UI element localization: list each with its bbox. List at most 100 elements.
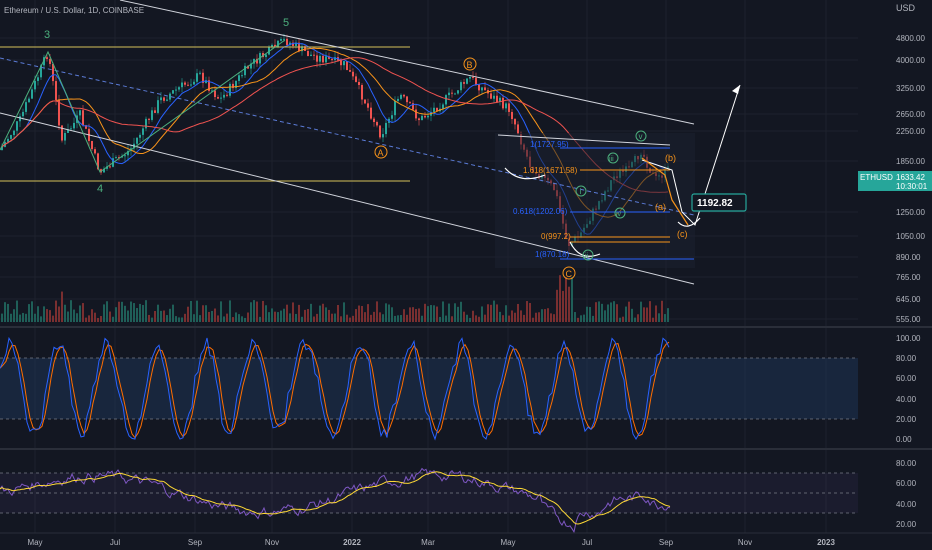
volume-bar — [439, 316, 441, 322]
candle-body — [172, 90, 174, 94]
volume-bar — [589, 307, 591, 322]
volume-bar — [121, 301, 123, 322]
candle-body — [238, 75, 240, 81]
volume-bar — [259, 316, 261, 322]
volume-bar — [568, 286, 570, 322]
volume-bar — [481, 306, 483, 322]
volume-bar — [496, 304, 498, 322]
volume-bar — [166, 315, 168, 322]
volume-bar — [532, 317, 534, 322]
target-arc — [677, 217, 701, 227]
candle-body — [85, 125, 87, 129]
volume-bar — [76, 313, 78, 322]
volume-bar — [154, 310, 156, 322]
volume-bar — [628, 301, 630, 322]
candle-body — [292, 42, 294, 46]
candle-body — [442, 104, 444, 109]
wave-i-label: i — [580, 187, 582, 196]
impulse-zigzag — [0, 39, 286, 173]
candle-body — [193, 81, 195, 85]
candle-body — [481, 87, 483, 91]
volume-bar — [610, 302, 612, 322]
candle-body — [469, 76, 471, 79]
volume-bar — [370, 314, 372, 322]
price-axis-ticks[interactable]: 4800.00 4000.00 3250.00 2650.00 2250.00 1850.… — [896, 34, 925, 324]
candle-body — [397, 98, 399, 101]
candle-body — [460, 82, 462, 91]
abc-correction-path — [641, 157, 689, 226]
price-tick-label: 2250.00 — [896, 127, 925, 136]
candle-body — [466, 78, 468, 84]
volume-bar — [646, 307, 648, 322]
volume-bar — [91, 309, 93, 322]
wave-C-label: C — [566, 269, 573, 279]
volume-bar — [442, 301, 444, 322]
stoch-tick-label: 40.00 — [896, 395, 917, 404]
volume-bar — [220, 301, 222, 322]
price-tick-label: 3250.00 — [896, 84, 925, 93]
candle-body — [511, 111, 513, 120]
time-tick-label: 2022 — [343, 538, 361, 547]
volume-bar — [73, 309, 75, 322]
volume-bar — [217, 315, 219, 322]
fib-2-label: 1(870.18) — [535, 250, 570, 259]
candle-body — [271, 44, 273, 47]
candle-body — [166, 99, 168, 101]
volume-bar — [151, 317, 153, 322]
volume-bar — [106, 301, 108, 322]
volume-bar — [490, 304, 492, 322]
candle-body — [175, 89, 177, 91]
candle-body — [352, 71, 354, 77]
volume-bar — [49, 310, 51, 322]
volume-bar — [256, 301, 258, 322]
candle-body — [244, 65, 246, 76]
price-axis-bg — [858, 0, 932, 330]
candle-body — [463, 82, 465, 84]
volume-bar — [652, 317, 654, 322]
price-tick-label: 1850.00 — [896, 157, 925, 166]
time-tick-label: May — [27, 538, 42, 547]
candle-body — [316, 55, 318, 62]
volume-bar — [295, 313, 297, 322]
stoch-tick-label: 80.00 — [896, 354, 917, 363]
volume-bar — [157, 304, 159, 322]
candle-body — [160, 97, 162, 101]
rsi-tick-label: 60.00 — [896, 479, 917, 488]
candle-body — [115, 157, 117, 159]
volume-bar — [382, 314, 384, 322]
volume-bar — [40, 316, 42, 322]
candle-body — [1, 146, 3, 150]
volume-bar — [355, 309, 357, 322]
volume-bar — [61, 291, 63, 322]
fib-0-label: 0(997.2) — [541, 232, 571, 241]
volume-bar — [565, 277, 567, 322]
volume-bar — [364, 312, 366, 322]
volume-bar — [667, 308, 669, 322]
volume-bar — [457, 306, 459, 322]
volume-bar — [502, 315, 504, 322]
wave-A-circle — [374, 145, 388, 159]
volume-bar — [388, 304, 390, 322]
time-tick-label: Jul — [110, 538, 120, 547]
volume-bar — [604, 310, 606, 322]
fib-0618-label: 0.618(1202.06) — [513, 207, 568, 216]
price-tick-label: 1050.00 — [896, 232, 925, 241]
candle-body — [169, 93, 171, 100]
volume-bar — [34, 313, 36, 322]
time-axis[interactable]: May Jul Sep Nov 2022 Mar May Jul Sep Nov 2023 — [27, 538, 835, 547]
candle-body — [55, 81, 57, 100]
candle-body — [454, 93, 456, 95]
volume-bar — [454, 303, 456, 322]
candle-body — [457, 90, 459, 94]
candle-body — [448, 92, 450, 96]
candle-body — [379, 125, 381, 138]
volume-bar — [4, 302, 6, 322]
candle-body — [79, 110, 81, 116]
volume-bar — [28, 304, 30, 322]
candle-body — [91, 141, 93, 150]
volume-bar — [19, 314, 21, 322]
volume-bar — [58, 306, 60, 322]
wave-5-label: 5 — [283, 17, 289, 29]
candle-body — [208, 80, 210, 91]
